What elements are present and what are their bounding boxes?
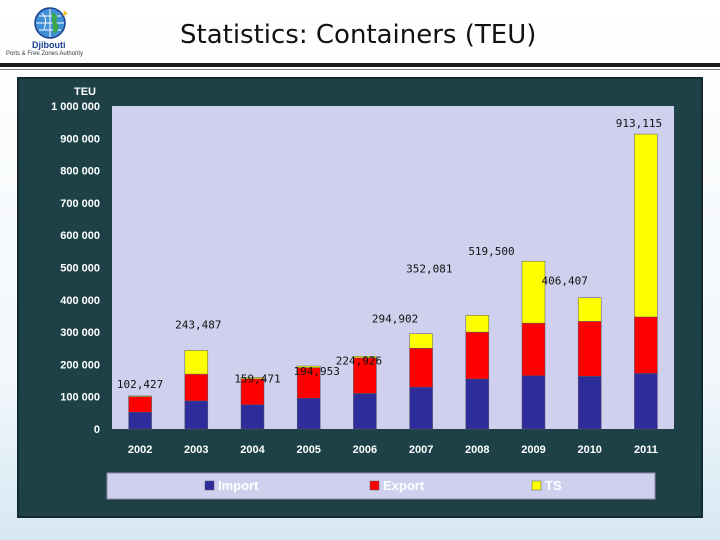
bar-ts-2008 <box>465 315 490 333</box>
chart-frame: TEU 0 100 000 200 000 300 000 400 000 500 000 6… <box>17 77 703 518</box>
bar-export-2007 <box>409 348 433 388</box>
x-tick-label: 2009 <box>521 444 545 456</box>
bar-ts-2009 <box>521 260 546 324</box>
bar-import-2004 <box>240 404 265 430</box>
bar-export-2008 <box>465 331 490 380</box>
legend-label-import: Import <box>218 478 259 493</box>
bar-export-2009 <box>521 322 546 376</box>
x-tick-label: 2003 <box>184 444 208 456</box>
y-tick-label: 200 000 <box>60 359 100 371</box>
x-tick-label: 2008 <box>465 444 489 456</box>
x-tick-label: 2004 <box>240 444 265 456</box>
legend-box <box>106 472 656 500</box>
bar-export-2002 <box>128 396 152 413</box>
globe-logo-icon <box>34 7 68 39</box>
y-tick-label: 700 000 <box>60 198 100 210</box>
y-tick-label: 400 000 <box>60 295 100 307</box>
bar-export-2010 <box>577 321 602 377</box>
data-label-2011: 913,115 <box>616 117 662 130</box>
logo-tagline: Ports & Free Zones Authority <box>6 51 84 57</box>
bar-export-2011 <box>634 316 658 374</box>
legend-swatch-export <box>369 480 380 491</box>
bars <box>128 133 658 430</box>
bar-import-2006 <box>353 393 377 430</box>
page-title: Statistics: Containers (TEU) <box>180 20 537 50</box>
data-label-2007: 294,902 <box>372 313 418 326</box>
y-tick-label: 300 000 <box>60 327 100 339</box>
bar-ts-2002 <box>128 395 152 397</box>
y-tick-label: 600 000 <box>60 230 100 242</box>
y-tick-label: 800 000 <box>60 166 100 178</box>
bar-ts-2011 <box>634 133 658 318</box>
bar-import-2007 <box>409 386 433 430</box>
data-label-2005: 194,953 <box>294 365 340 378</box>
data-label-2002: 102,427 <box>117 378 163 391</box>
bar-import-2010 <box>577 376 602 430</box>
data-label-2010: 406,407 <box>542 275 588 288</box>
data-label-2003: 243,487 <box>175 318 221 331</box>
x-tick-label: 2005 <box>296 444 320 456</box>
bar-ts-2010 <box>577 297 602 322</box>
stacked-bar-chart: TEU 0 100 000 200 000 300 000 400 000 500 000 6… <box>51 86 674 500</box>
bar-import-2008 <box>465 378 490 430</box>
legend-label-ts: TS <box>545 478 562 493</box>
title-divider-thin <box>0 69 720 70</box>
x-tick-label: 2007 <box>409 444 433 456</box>
data-label-2008: 352,081 <box>406 262 452 275</box>
x-tick-label: 2010 <box>577 444 601 456</box>
y-tick-label: 500 000 <box>60 263 100 275</box>
bar-import-2009 <box>521 375 546 430</box>
bar-import-2005 <box>296 398 321 430</box>
y-tick-label: 900 000 <box>60 133 100 145</box>
y-tick-label: 100 000 <box>60 392 100 404</box>
bar-import-2002 <box>128 411 152 430</box>
data-label-2004: 159,471 <box>234 373 280 386</box>
legend-swatch-import <box>204 480 215 491</box>
logo: Djibouti Ports & Free Zones Authority <box>4 4 104 62</box>
x-tick-label: 2011 <box>634 444 658 456</box>
y-axis-label: TEU <box>74 86 96 98</box>
title-divider <box>0 63 720 67</box>
y-tick-label: 1 000 000 <box>51 101 100 113</box>
x-tick-label: 2006 <box>353 444 377 456</box>
y-tick-label: 0 <box>94 424 100 436</box>
bar-ts-2004 <box>240 377 265 380</box>
bar-import-2011 <box>634 373 658 430</box>
bar-ts-2003 <box>184 350 209 375</box>
legend-label-export: Export <box>383 478 425 493</box>
y-axis: TEU 0 100 000 200 000 300 000 400 000 500 000 6… <box>51 86 100 436</box>
bar-ts-2007 <box>409 333 433 349</box>
legend-swatch-ts <box>531 480 542 491</box>
bar-ts-2006 <box>353 356 377 359</box>
data-label-2006: 224,926 <box>336 354 382 367</box>
bar-ts-2005 <box>296 365 321 368</box>
bar-export-2003 <box>184 373 209 402</box>
x-tick-label: 2002 <box>128 444 152 456</box>
logo-brand-text: Djibouti <box>32 40 66 50</box>
data-label-2009: 519,500 <box>468 245 514 258</box>
x-axis: 2002 2003 2004 2005 2006 2007 2008 2009 2010 2011 <box>128 444 658 456</box>
legend: Import Export TS <box>106 472 656 500</box>
bar-import-2003 <box>184 400 209 430</box>
